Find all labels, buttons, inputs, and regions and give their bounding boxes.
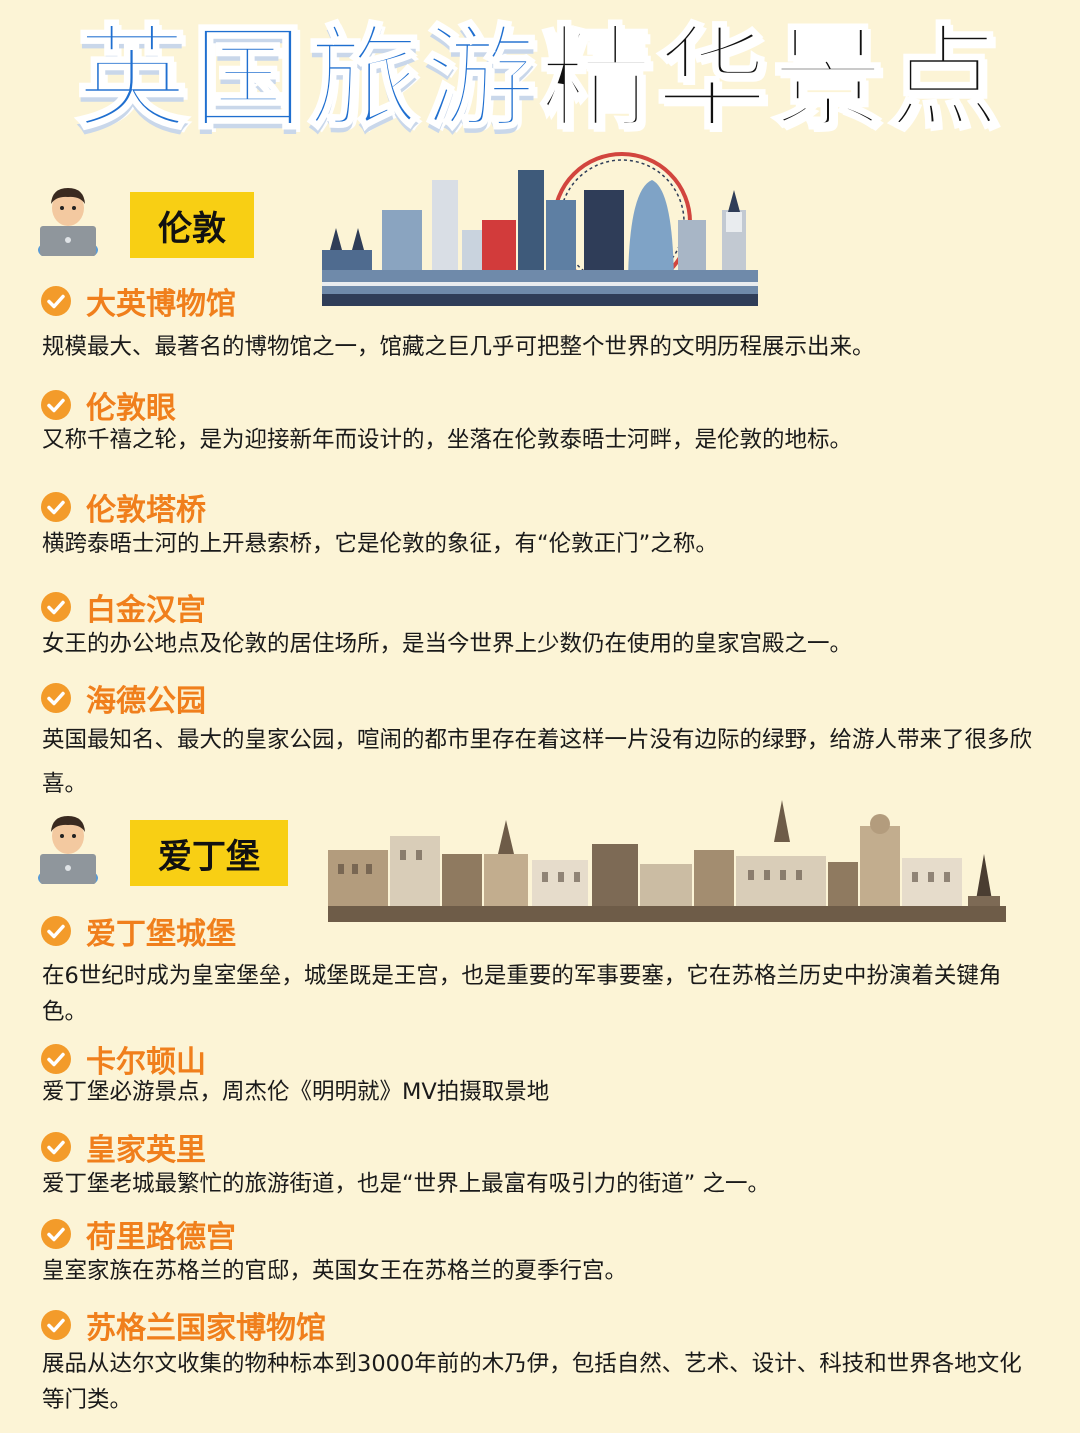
attraction-title: 伦敦眼: [86, 391, 176, 426]
city-badge-edinburgh: 爱丁堡: [130, 820, 288, 886]
attraction-description: 又称千禧之轮，是为迎接新年而设计的，坐落在伦敦泰晤士河畔，是伦敦的地标。: [42, 427, 853, 453]
attraction-title: 伦敦塔桥: [86, 493, 206, 528]
check-circle-icon: [41, 1044, 71, 1074]
avatar-icon: [36, 812, 100, 890]
attraction-heading: 卡尔顿山: [40, 1037, 206, 1081]
attraction-description: 爱丁堡老城最繁忙的旅游街道，也是“世界上最富有吸引力的街道” 之一。: [42, 1171, 770, 1197]
attraction-description: 英国最知名、最大的皇家公园，喧闹的都市里存在着这样一片没有边际的绿野，给游人带来…: [42, 727, 1033, 797]
attraction-description: 规模最大、最著名的博物馆之一，馆藏之巨几乎可把整个世界的文明历程展示出来。: [42, 334, 875, 360]
attraction-title: 荷里路德宫: [86, 1220, 236, 1255]
attraction-title: 皇家英里: [86, 1133, 206, 1168]
attraction-description: 女王的办公地点及伦敦的居住场所，是当今世界上少数仍在使用的皇家宫殿之一。: [42, 631, 853, 657]
attraction-heading: 苏格兰国家博物馆: [40, 1303, 326, 1347]
title-part-2: 精华景点: [539, 13, 1004, 146]
attraction-title: 海德公园: [86, 684, 206, 719]
attraction-heading: 荷里路德宫: [40, 1212, 236, 1256]
london-skyline-illustration: [322, 152, 758, 306]
edinburgh-skyline-illustration: [328, 800, 1006, 922]
attraction-description: 皇室家族在苏格兰的官邸，英国女王在苏格兰的夏季行宫。: [42, 1258, 628, 1284]
check-circle-icon: [41, 492, 71, 522]
attraction-title: 苏格兰国家博物馆: [86, 1311, 326, 1346]
attraction-title: 大英博物馆: [86, 287, 236, 322]
attraction-title: 白金汉宫: [86, 593, 206, 628]
check-circle-icon: [41, 592, 71, 622]
attraction-heading: 海德公园: [40, 676, 206, 720]
attraction-heading: 白金汉宫: [40, 585, 206, 629]
check-circle-icon: [41, 1310, 71, 1340]
page-title: 英国旅游精华景点: [0, 13, 1080, 146]
attraction-description: 爱丁堡必游景点，周杰伦《明明就》MV拍摄取景地: [42, 1079, 550, 1105]
check-circle-icon: [41, 683, 71, 713]
check-circle-icon: [41, 286, 71, 316]
city-badge-london: 伦敦: [130, 192, 254, 258]
check-circle-icon: [41, 1132, 71, 1162]
attraction-heading: 伦敦塔桥: [40, 485, 206, 529]
check-circle-icon: [41, 1219, 71, 1249]
attraction-heading: 爱丁堡城堡: [40, 909, 236, 953]
avatar-icon: [36, 184, 100, 262]
title-part-1: 英国旅游: [75, 13, 540, 146]
attraction-heading: 伦敦眼: [40, 383, 176, 427]
check-circle-icon: [41, 390, 71, 420]
attraction-description: 展品从达尔文收集的物种标本到3000年前的木乃伊，包括自然、艺术、设计、科技和世…: [42, 1351, 1022, 1413]
attraction-description: 横跨泰晤士河的上开悬索桥，它是伦敦的象征，有“伦敦正门”之称。: [42, 531, 718, 557]
attraction-title: 卡尔顿山: [86, 1045, 206, 1080]
attraction-description: 在6世纪时成为皇室堡垒，城堡既是王宫，也是重要的军事要塞，它在苏格兰历史中扮演着…: [42, 963, 1002, 1025]
attraction-heading: 大英博物馆: [40, 279, 236, 323]
attraction-heading: 皇家英里: [40, 1125, 206, 1169]
attraction-title: 爱丁堡城堡: [86, 917, 236, 952]
check-circle-icon: [41, 916, 71, 946]
